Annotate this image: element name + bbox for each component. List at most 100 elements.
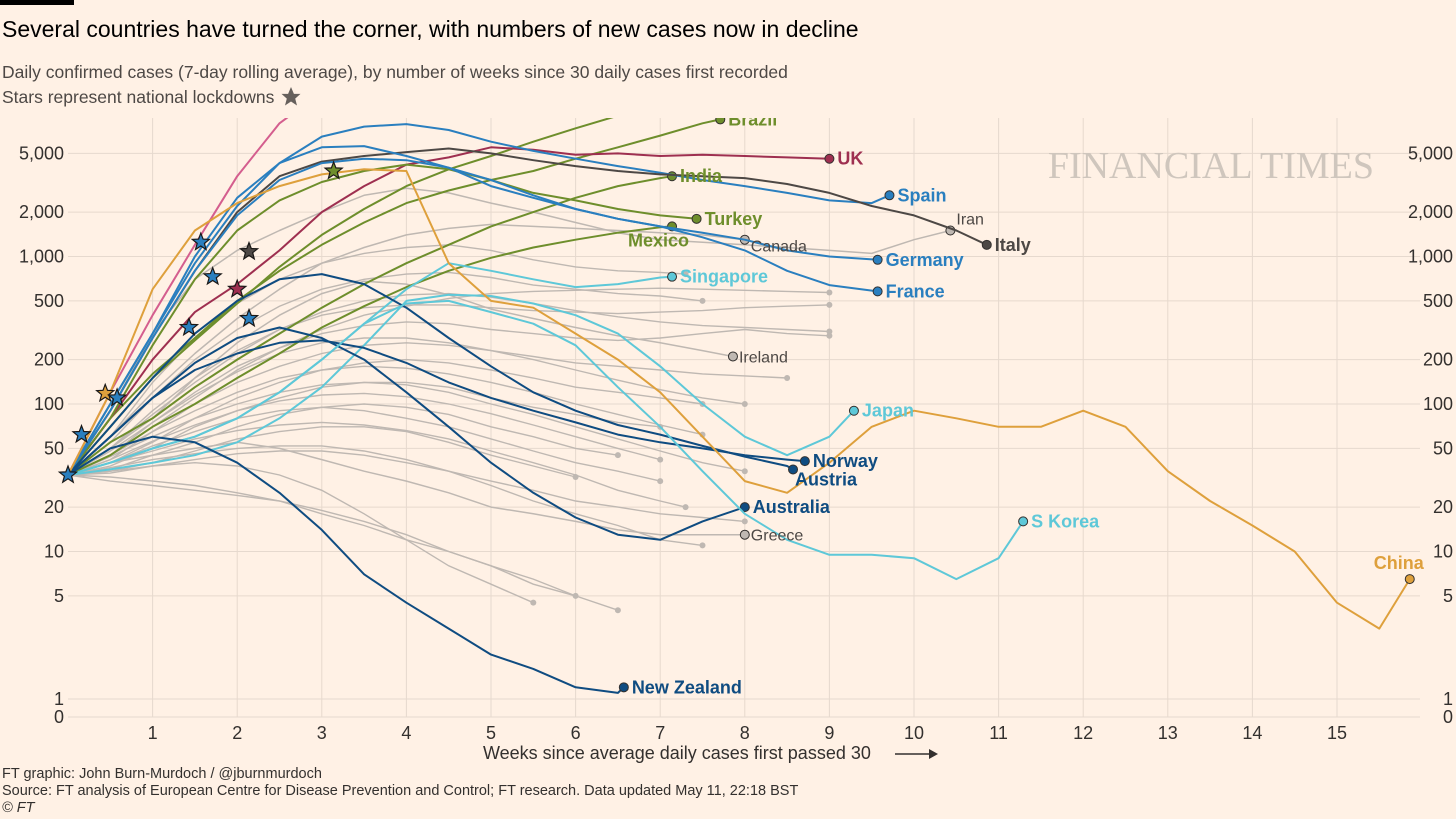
y-tick-left-10: 10 — [44, 542, 64, 562]
series-end-uk — [824, 153, 835, 164]
lockdown-star-2 — [95, 382, 116, 403]
series-label-singapore: Singapore — [680, 267, 768, 287]
chart: FINANCIAL TIMES Iran Canada Ireland Greece U… — [9, 118, 1453, 763]
x-axis-label: Weeks since average daily cases first pa… — [483, 743, 871, 763]
brand-bar — [0, 0, 74, 5]
series-end-spain — [884, 190, 895, 201]
x-tick-1: 1 — [148, 723, 158, 743]
y-tick-right-10: 10 — [1433, 542, 1453, 562]
background-line-end-7 — [614, 452, 621, 459]
series-line-france — [67, 157, 878, 476]
series-label-japan: Japan — [862, 401, 914, 421]
series-lines — [67, 118, 1415, 694]
background-line-end-14 — [741, 468, 748, 475]
lockdown-legend: Stars represent national lockdowns — [2, 86, 302, 108]
series-label-iran: Iran — [956, 212, 984, 229]
y-tick-left-0: 0 — [54, 707, 64, 727]
footer-credit: FT graphic: John Burn-Murdoch / @jburnmu… — [2, 766, 322, 782]
series-line-s-korea — [67, 299, 1024, 581]
background-line-12 — [67, 406, 661, 482]
chart-title: Several countries have turned the corner… — [2, 16, 859, 42]
series-label-austria: Austria — [795, 469, 858, 489]
series-end-s-korea — [1018, 516, 1029, 527]
series-end-france — [872, 286, 883, 297]
x-tick-4: 4 — [401, 723, 411, 743]
background-line-end-2 — [826, 301, 833, 308]
background-line-end-0 — [682, 271, 689, 278]
y-tick-left-10-000: 10,000 — [9, 118, 64, 119]
series-line-china — [67, 168, 1411, 630]
series-end-norway — [799, 456, 810, 467]
y-tick-right-50: 50 — [1433, 438, 1453, 458]
series-label-new-zealand: New Zealand — [632, 677, 742, 697]
series-line-norway — [67, 339, 805, 476]
x-tick-11: 11 — [989, 723, 1008, 743]
background-line-end-11 — [530, 599, 537, 606]
footer-source: Source: FT analysis of European Centre f… — [2, 783, 799, 799]
background-line-14 — [67, 381, 745, 476]
y-tick-left-1: 1 — [54, 689, 64, 709]
series-end-singapore — [667, 271, 678, 282]
series-label-uk: UK — [837, 149, 863, 169]
background-line-15 — [67, 421, 686, 508]
background-line-1 — [67, 271, 703, 476]
y-tick-right-1-000: 1,000 — [1408, 247, 1453, 267]
x-tick-3: 3 — [317, 723, 327, 743]
series-line-germany — [67, 145, 878, 476]
series-line-turkey — [67, 163, 697, 476]
series-end-austria — [788, 464, 799, 475]
background-line-end-15 — [682, 504, 689, 511]
series-line-us — [67, 118, 289, 476]
y-tick-right-5-000: 5,000 — [1408, 143, 1453, 163]
background-line-end-16 — [614, 607, 621, 614]
star-icon — [281, 87, 301, 106]
x-tick-7: 7 — [655, 723, 665, 743]
background-line-end-9 — [741, 518, 748, 525]
y-tick-left-5: 5 — [54, 586, 64, 606]
lockdown-star-5 — [190, 231, 212, 251]
x-tick-14: 14 — [1242, 723, 1262, 743]
series-end-japan — [848, 405, 859, 416]
series-line-brazil — [67, 118, 721, 476]
series-end-greece — [739, 529, 750, 540]
series-label-norway: Norway — [813, 451, 878, 471]
background-line-9 — [67, 450, 745, 523]
series-label-italy: Italy — [995, 235, 1031, 255]
series-end-china — [1404, 574, 1415, 585]
y-tick-right-0: 0 — [1443, 707, 1453, 727]
series-end-new-zealand — [618, 682, 629, 693]
y-tick-right-2-000: 2,000 — [1408, 202, 1453, 222]
background-line-end-4 — [784, 375, 791, 382]
series-line-italy — [67, 147, 988, 476]
series-label-canada: Canada — [751, 239, 807, 256]
series-end-germany — [872, 254, 883, 265]
series-label-mexico: Mexico — [628, 230, 689, 250]
lockdown-star-1 — [71, 423, 92, 444]
x-tick-8: 8 — [740, 723, 750, 743]
background-line-end-12 — [657, 478, 664, 485]
background-line-end-21 — [657, 456, 664, 463]
background-line-5 — [67, 358, 703, 476]
series-label-australia: Australia — [753, 497, 831, 517]
background-line-end-20 — [699, 542, 706, 549]
y-tick-left-500: 500 — [34, 291, 64, 311]
y-axis-ticks: 50,00050,00020,00020,00010,00010,0005,00… — [9, 118, 1453, 727]
x-axis-ticks: 1 2 3 4 5 6 7 8 9 10 11 12 13 14 15 — [148, 723, 1347, 743]
x-tick-2: 2 — [232, 723, 242, 743]
series-line-uk — [67, 146, 830, 476]
lockdown-star-10 — [323, 160, 344, 180]
series-label-france: France — [886, 281, 945, 301]
background-line-end-13 — [826, 289, 833, 296]
y-tick-left-100: 100 — [34, 394, 64, 414]
series-line-india — [67, 175, 673, 476]
lockdown-star-3 — [106, 387, 128, 407]
lockdown-legend-text: Stars represent national lockdowns — [2, 86, 275, 107]
lockdown-star-8 — [238, 240, 260, 261]
series-label-ireland: Ireland — [739, 349, 788, 366]
lockdown-stars — [57, 160, 344, 484]
y-tick-left-20: 20 — [44, 497, 64, 517]
y-tick-right-10-000: 10,000 — [1398, 118, 1453, 119]
series-line-spain — [67, 123, 890, 476]
background-line-13 — [67, 287, 830, 476]
series-end-ireland — [727, 351, 738, 362]
